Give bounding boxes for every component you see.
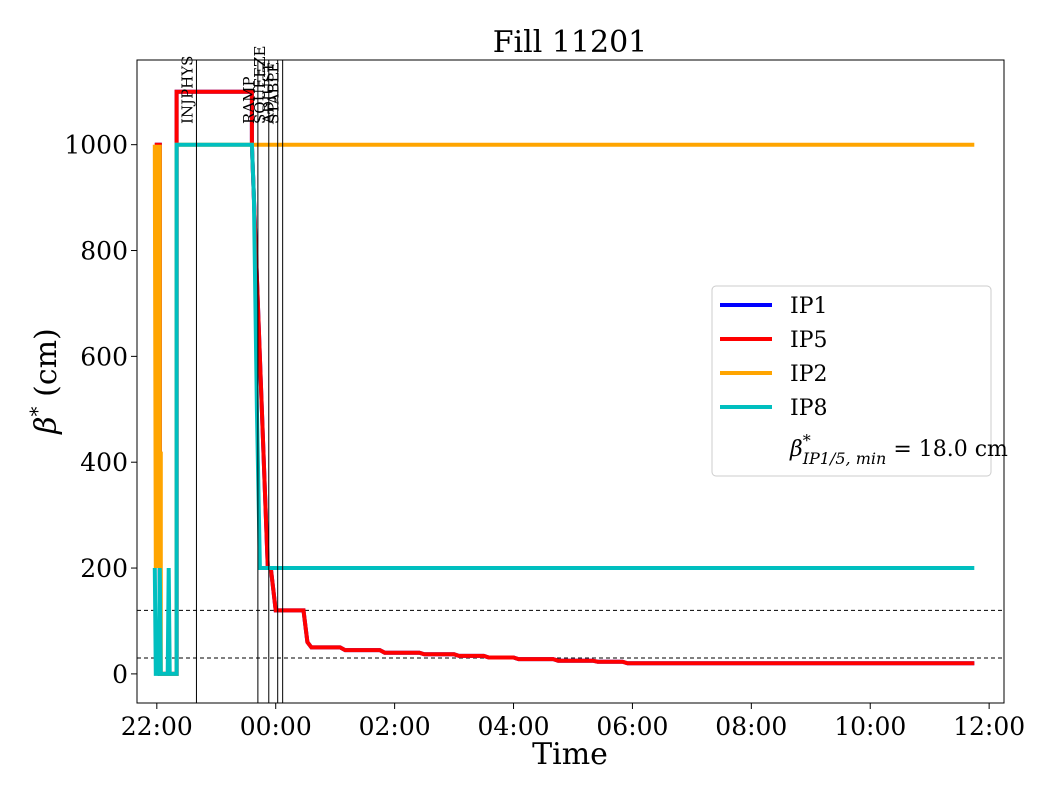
legend-entry-label: IP2 <box>790 362 828 387</box>
legend-entries: IP1 IP5 IP2 IP8 <box>720 294 828 421</box>
series-ip5-line <box>154 89 975 676</box>
y-axis-label-symbol: β <box>29 416 64 434</box>
phase-label: STABLE <box>265 62 283 124</box>
x-axis-ticks: 22:00 00:00 02:00 04:00 06:00 08:00 10:00 12:00 <box>121 703 1025 741</box>
legend-box <box>711 285 992 477</box>
phase-label: RAMP <box>240 76 258 124</box>
y-tick-label: 1000 <box>64 131 128 160</box>
plot-frame <box>136 59 1005 704</box>
legend-beta-sup: * <box>803 431 811 450</box>
legend-beta-min: β* IP1/5, min = 18.0 cm <box>789 431 1008 468</box>
legend-beta-sub: IP1/5, min <box>802 449 887 468</box>
y-axis-label-sup: * <box>25 406 49 416</box>
y-axis-label-unit: (cm) <box>29 328 64 397</box>
legend: IP1 IP5 IP2 IP8 β* IP1/5, min = 18.0 cm <box>711 285 1008 477</box>
phase-label: ADJUST <box>260 62 278 125</box>
y-tick-label: 0 <box>112 660 128 689</box>
legend-entry-label: IP8 <box>790 396 828 421</box>
legend-beta-symbol: β <box>789 437 803 462</box>
x-tick-label: 06:00 <box>596 712 668 741</box>
y-tick-label: 200 <box>80 554 128 583</box>
reference-lines <box>137 609 1004 659</box>
x-tick-label: 00:00 <box>240 712 312 741</box>
x-tick-label: 10:00 <box>834 712 906 741</box>
series-ip8-line <box>152 142 975 676</box>
phase-label: SQUEEZE <box>251 46 269 125</box>
chart-title: Fill 11201 <box>493 25 648 60</box>
legend-entry-label: IP1 <box>790 294 828 319</box>
y-tick-label: 800 <box>80 237 128 266</box>
phase-label: INJPHYS <box>179 56 197 124</box>
x-tick-label: 02:00 <box>359 712 431 741</box>
series-lines <box>152 89 975 676</box>
legend-beta-text: = 18.0 cm <box>886 437 1008 462</box>
y-axis-label: β* (cm) <box>25 328 64 435</box>
y-tick-label: 400 <box>80 448 128 477</box>
x-tick-label: 08:00 <box>715 712 787 741</box>
y-tick-label: 600 <box>80 342 128 371</box>
x-tick-label: 22:00 <box>121 712 193 741</box>
x-axis-label: Time <box>532 737 608 772</box>
y-axis-ticks: 0 200 400 600 800 1000 <box>64 131 137 689</box>
x-tick-label: 12:00 <box>953 712 1025 741</box>
legend-entry-label: IP5 <box>790 328 828 353</box>
x-tick-label: 04:00 <box>478 712 550 741</box>
